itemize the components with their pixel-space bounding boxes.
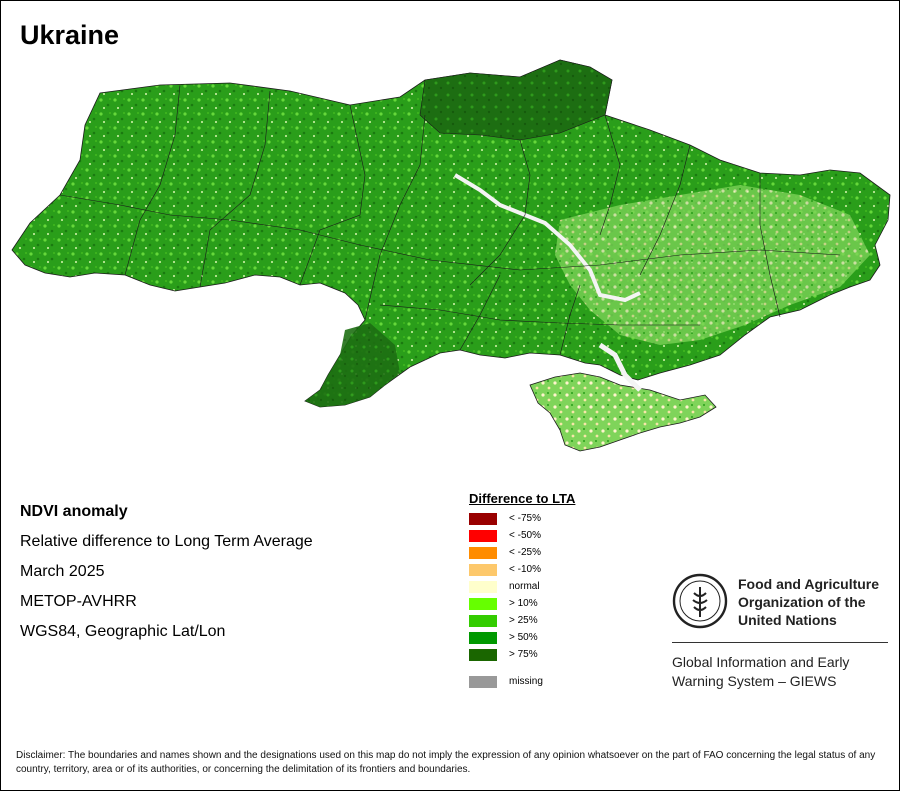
legend-swatch xyxy=(469,563,497,576)
legend-item: < -75% xyxy=(469,510,575,527)
fao-name-line3: United Nations xyxy=(738,612,837,628)
legend-swatch xyxy=(469,597,497,610)
info-heading: NDVI anomaly xyxy=(20,503,128,520)
info-description: Relative difference to Long Term Average xyxy=(20,533,313,550)
legend-item: > 10% xyxy=(469,595,575,612)
legend-item: > 75% xyxy=(469,646,575,663)
legend-swatch xyxy=(469,648,497,661)
giews-label: Global Information and Early Warning Sys… xyxy=(672,653,888,691)
southwest-dark-region xyxy=(305,323,400,407)
legend-swatch-missing xyxy=(469,675,497,688)
oblast-boundaries xyxy=(59,84,841,356)
info-sensor: METOP-AVHRR xyxy=(20,593,137,610)
map-info-block: NDVI anomaly Relative difference to Long… xyxy=(20,497,313,647)
legend-label: > 50% xyxy=(509,632,538,643)
legend-title: Difference to LTA xyxy=(469,491,576,506)
ndvi-anomaly-map xyxy=(11,59,891,452)
fao-name-line2: Organization of the xyxy=(738,594,866,610)
legend-swatch xyxy=(469,631,497,644)
map-title: Ukraine xyxy=(20,20,120,50)
legend-item: < -50% xyxy=(469,527,575,544)
legend-item: > 25% xyxy=(469,612,575,629)
legend-item: > 50% xyxy=(469,629,575,646)
legend-swatch xyxy=(469,546,497,559)
dnipro-river xyxy=(453,173,641,303)
disclaimer: Disclaimer: The boundaries and names sho… xyxy=(16,750,876,775)
legend-label: > 75% xyxy=(509,649,538,660)
legend-label: < -25% xyxy=(509,547,541,558)
legend-label: > 25% xyxy=(509,615,538,626)
fao-logo-icon xyxy=(672,573,728,629)
kakhovka-reservoir xyxy=(598,342,642,392)
legend-label: < -50% xyxy=(509,530,541,541)
crimea-shape xyxy=(529,372,717,452)
legend-swatch xyxy=(469,580,497,593)
legend-swatch xyxy=(469,614,497,627)
giews-line1: Global Information and Early xyxy=(672,654,850,670)
legend-swatch xyxy=(469,529,497,542)
legend-swatch xyxy=(469,512,497,525)
giews-line2: Warning System – GIEWS xyxy=(672,673,837,689)
info-projection: WGS84, Geographic Lat/Lon xyxy=(20,623,226,640)
legend: Difference to LTA < -75% < -50% < -25% < -1… xyxy=(469,491,575,690)
legend-label: < -10% xyxy=(509,564,541,575)
fao-divider xyxy=(672,642,888,643)
legend-label: > 10% xyxy=(509,598,538,609)
legend-item: normal xyxy=(469,578,575,595)
legend-label-missing: missing xyxy=(509,676,543,687)
legend-item: < -25% xyxy=(469,544,575,561)
legend-item-missing: missing xyxy=(469,673,575,690)
legend-label: < -75% xyxy=(509,513,541,524)
fao-organization-name: Food and Agriculture Organization of the… xyxy=(738,575,888,629)
east-pale-region xyxy=(555,185,870,345)
legend-label: normal xyxy=(509,581,540,592)
legend-item: < -10% xyxy=(469,561,575,578)
fao-name-line1: Food and Agriculture xyxy=(738,576,880,592)
info-date: March 2025 xyxy=(20,563,105,580)
